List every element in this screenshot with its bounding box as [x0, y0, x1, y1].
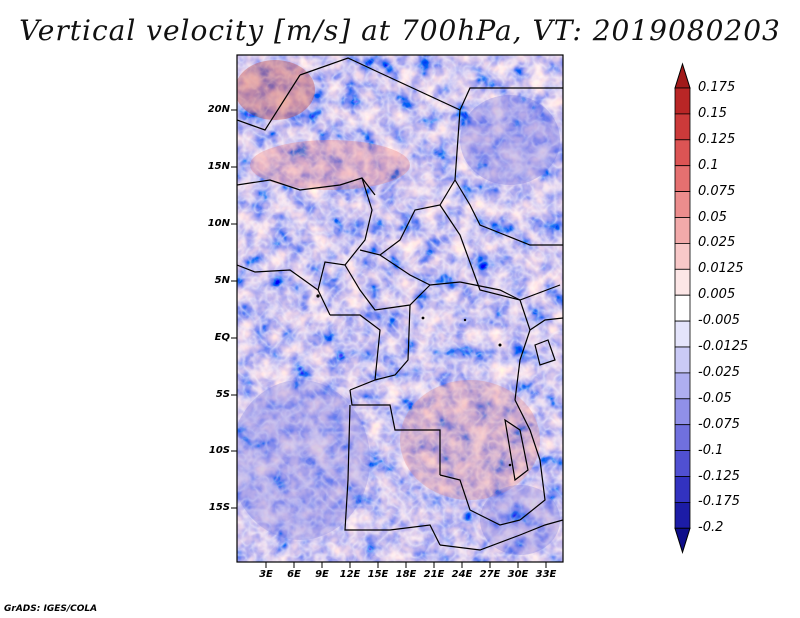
lat-label: 20N	[207, 104, 230, 115]
colorbar-swatch	[674, 87, 691, 115]
country-borders	[237, 57, 563, 551]
lon-label: 21E	[423, 569, 445, 580]
colorbar-level-label: 0.125	[698, 131, 736, 147]
colorbar-swatch	[674, 165, 691, 192]
colorbar-level-label: -0.05	[698, 390, 732, 406]
colorbar-swatch	[674, 476, 691, 503]
lat-label: 15S	[208, 502, 230, 513]
lon-label: 15E	[367, 569, 389, 580]
colorbar-level-label: 0.05	[698, 209, 727, 225]
lat-label: 5S	[215, 389, 230, 400]
lon-label: 27E	[479, 569, 501, 580]
lon-label: 24E	[451, 569, 473, 580]
colorbar-level-label: 0.025	[698, 235, 736, 251]
colorbar-swatch	[674, 139, 691, 167]
colorbar-level-label: -0.125	[698, 468, 740, 484]
lon-label: 12E	[339, 569, 361, 580]
colorbar-level-label: 0.15	[698, 105, 727, 121]
colorbar-level-label: -0.075	[698, 416, 740, 432]
colorbar-swatch	[674, 398, 691, 426]
colorbar-level-label: 0.005	[698, 287, 736, 303]
colorbar-level-label: -0.025	[698, 364, 740, 380]
colorbar-swatch	[674, 294, 691, 322]
lon-label: 6E	[287, 569, 301, 580]
lon-ticks	[265, 562, 547, 568]
colorbar-swatch	[674, 372, 691, 400]
lat-label: 10S	[208, 445, 230, 456]
grads-credit: GrADS: IGES/COLA	[4, 604, 98, 614]
colorbar-level-label: -0.2	[698, 520, 724, 536]
colorbar-arrow-bottom	[674, 527, 691, 554]
colorbar-swatch	[674, 113, 691, 141]
colorbar-swatch	[674, 268, 691, 296]
colorbar-swatch	[674, 191, 691, 218]
colorbar-swatch	[674, 346, 691, 374]
colorbar-swatch	[674, 501, 691, 529]
colorbar-level-label: -0.005	[698, 313, 740, 329]
map-title: Vertical velocity [m/s] at 700hPa, VT: 2…	[19, 14, 781, 47]
colorbar-swatch	[674, 242, 691, 270]
colorbar-level-label: -0.0125	[698, 339, 749, 354]
lon-label: 9E	[315, 569, 329, 580]
colorbar-swatch	[674, 424, 691, 452]
lon-label: 3E	[259, 569, 273, 580]
lat-label: EQ	[214, 332, 230, 343]
colorbar-swatch	[674, 450, 691, 477]
lat-label: 10N	[207, 218, 230, 229]
map-frame	[236, 54, 564, 563]
colorbar-level-label: 0.075	[698, 183, 736, 199]
colorbar-level-label: -0.1	[698, 442, 724, 458]
colorbar-level-label: 0.1	[698, 157, 719, 173]
lon-label: 30E	[507, 569, 529, 580]
colorbar-arrow-top	[674, 62, 691, 89]
colorbar-level-label: -0.175	[698, 494, 740, 510]
colorbar-level-label: 0.0125	[698, 261, 744, 277]
lat-ticks	[231, 109, 237, 509]
lon-label: 18E	[395, 569, 417, 580]
colorbar-level-label: 0.175	[698, 80, 736, 95]
velocity-field	[237, 55, 563, 562]
colorbar-swatch	[674, 320, 691, 348]
colorbar	[674, 62, 691, 554]
lat-label: 5N	[214, 275, 230, 286]
lat-label: 15N	[207, 161, 230, 172]
lon-label: 33E	[535, 569, 557, 580]
lakes	[316, 294, 512, 467]
colorbar-swatch	[674, 217, 691, 244]
